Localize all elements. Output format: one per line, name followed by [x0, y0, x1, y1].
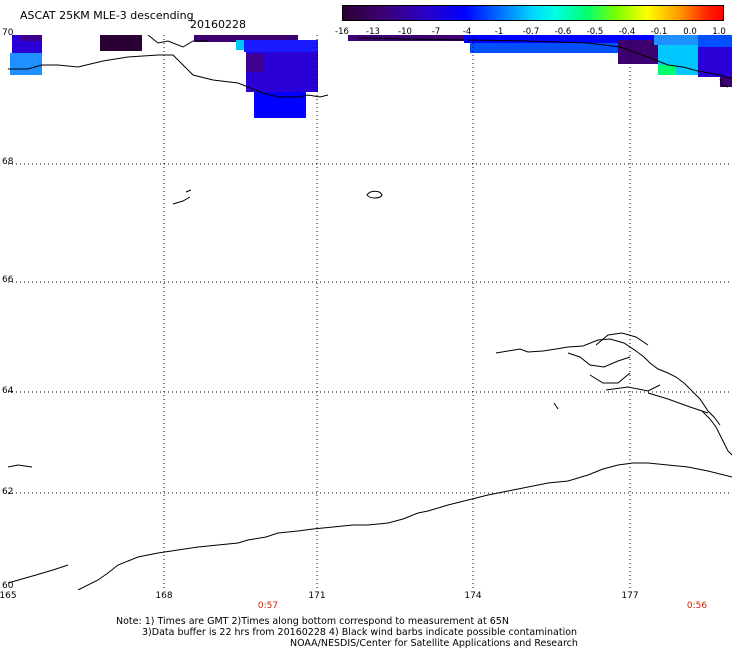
colorbar-tick: -1: [494, 27, 504, 37]
wind-swath-right: [348, 35, 732, 87]
colorbar-tick: -0.6: [554, 27, 572, 37]
lat-label: 60: [2, 581, 14, 591]
footnote-line-1: Note: 1) Times are GMT 2)Times along bot…: [116, 616, 509, 627]
colorbar: [342, 5, 724, 21]
lon-label: 168: [155, 591, 173, 601]
lat-label: 68: [2, 157, 14, 167]
pass-time-right: 0:56: [686, 601, 708, 611]
wind-swath-left: [10, 35, 318, 118]
colorbar-tick: -4: [462, 27, 472, 37]
lon-label: 171: [308, 591, 326, 601]
lat-label: 66: [2, 275, 14, 285]
colorbar-tick: -0.4: [618, 27, 636, 37]
colorbar-tick: -13: [366, 27, 380, 37]
footnote-credit: NOAA/NESDIS/Center for Satellite Applica…: [290, 638, 578, 649]
colorbar-tick: -0.1: [650, 27, 668, 37]
colorbar-tick: -16: [335, 27, 349, 37]
colorbar-tick: 0.0: [683, 27, 697, 37]
coastline: [8, 35, 732, 590]
map-title: ASCAT 25KM MLE-3 descending: [20, 9, 194, 22]
colorbar-tick: 1.0: [712, 27, 726, 37]
graticule: [8, 35, 732, 590]
footnote-line-2: 3)Data buffer is 22 hrs from 20160228 4)…: [142, 627, 578, 638]
lat-label: 64: [2, 386, 14, 396]
pass-time-left: 0:57: [257, 601, 279, 611]
colorbar-tick: -0.5: [586, 27, 604, 37]
colorbar-tick: -10: [398, 27, 412, 37]
lon-label: 177: [621, 591, 639, 601]
lon-label: 174: [464, 591, 482, 601]
lat-label: 70: [2, 28, 14, 38]
lat-label: 62: [2, 487, 14, 497]
map-panel: [8, 35, 732, 590]
colorbar-tick: -0.7: [522, 27, 540, 37]
map-date: 20160228: [190, 18, 246, 31]
colorbar-tick: -7: [431, 27, 441, 37]
lon-label: 165: [0, 591, 17, 601]
